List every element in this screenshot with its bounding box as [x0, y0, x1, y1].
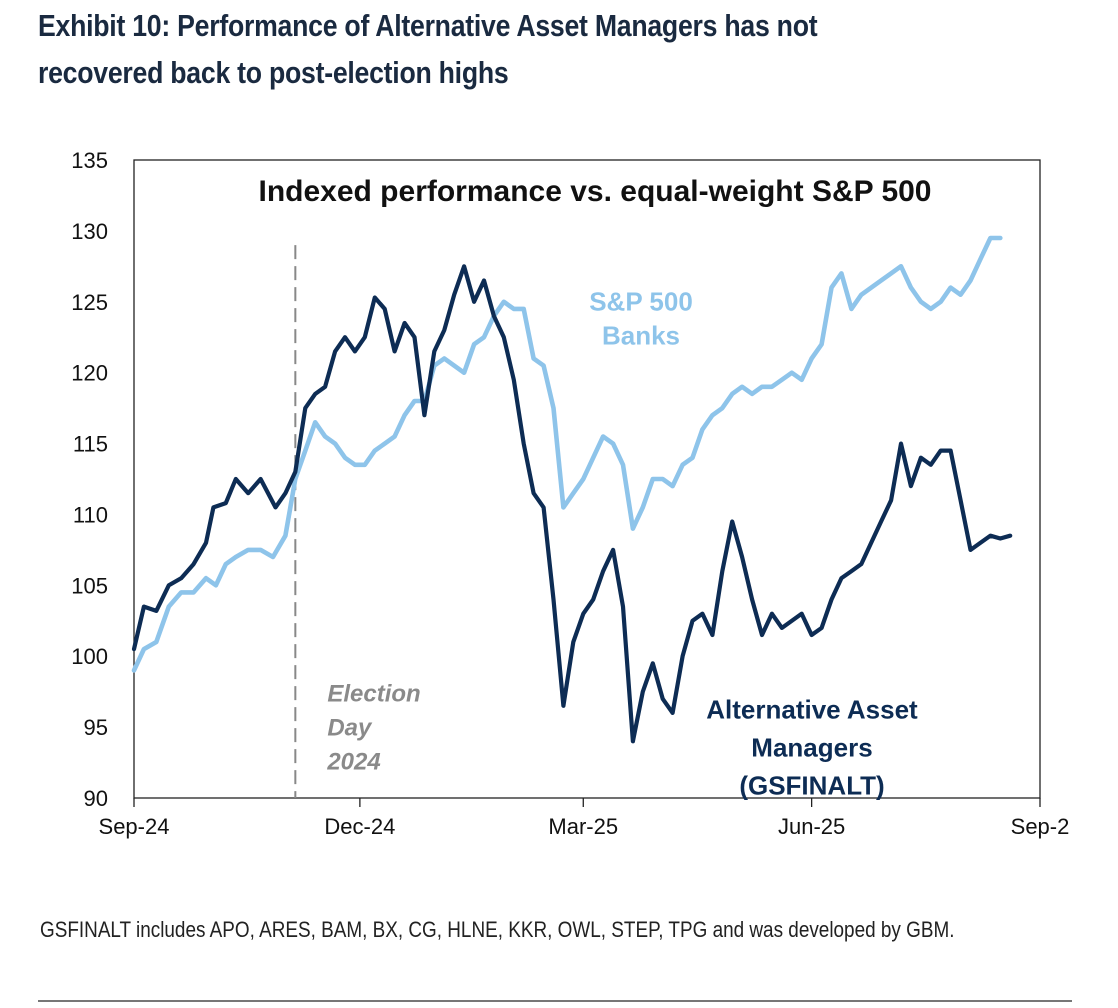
x-tick-label: Jun-25	[778, 814, 845, 839]
bottom-divider	[38, 1000, 1072, 1002]
y-axis: 90 95 100 105 110 115 120 125 130 135	[71, 148, 108, 811]
chart-title: Indexed performance vs. equal-weight S&P…	[258, 175, 931, 208]
y-tick-label: 90	[84, 786, 108, 811]
alt-managers-series-label: (GSFINALT)	[739, 771, 884, 801]
banks-series-label: S&P 500	[589, 286, 693, 316]
election-day-label-line: Day	[327, 715, 373, 742]
series-labels: Alternative Asset Managers (GSFINALT) S&P 5…	[589, 286, 918, 800]
exhibit-title: Exhibit 10: Performance of Alternative A…	[38, 8, 818, 90]
x-tick-label: Mar-25	[548, 814, 618, 839]
series-layer	[131, 235, 1013, 744]
y-tick-label: 115	[73, 432, 108, 457]
election-day-annotation: Election Day 2024	[326, 681, 420, 776]
x-tick-label: Dec-24	[324, 814, 395, 839]
y-tick-label: 130	[71, 219, 108, 244]
y-tick-label: 100	[71, 644, 108, 669]
y-tick-label: 95	[84, 715, 108, 740]
alt-asset-managers-line	[131, 264, 1013, 744]
y-tick-label: 110	[73, 502, 108, 527]
sp500-banks-line	[131, 235, 1003, 673]
x-tick-label: Sep-24	[99, 814, 170, 839]
election-day-label-line: Election	[327, 681, 420, 708]
election-day-label-line: 2024	[326, 749, 380, 776]
y-tick-label: 120	[71, 361, 108, 386]
footnote: GSFINALT includes APO, ARES, BAM, BX, CG…	[40, 917, 955, 942]
x-axis: Sep-24 Dec-24 Mar-25 Jun-25 Sep-2	[99, 798, 1070, 839]
y-tick-label: 105	[71, 573, 108, 598]
plot-frame	[133, 159, 1041, 799]
x-tick-label: Sep-2	[1011, 814, 1070, 839]
y-tick-label: 135	[71, 148, 108, 173]
line-chart: 90 95 100 105 110 115 120 125 130 135 Sep-24 Dec-2…	[71, 148, 1070, 839]
alt-managers-series-label: Alternative Asset	[706, 695, 918, 725]
alt-managers-series-label: Managers	[751, 733, 872, 763]
y-tick-label: 125	[71, 290, 108, 315]
banks-series-label: Banks	[602, 320, 680, 350]
